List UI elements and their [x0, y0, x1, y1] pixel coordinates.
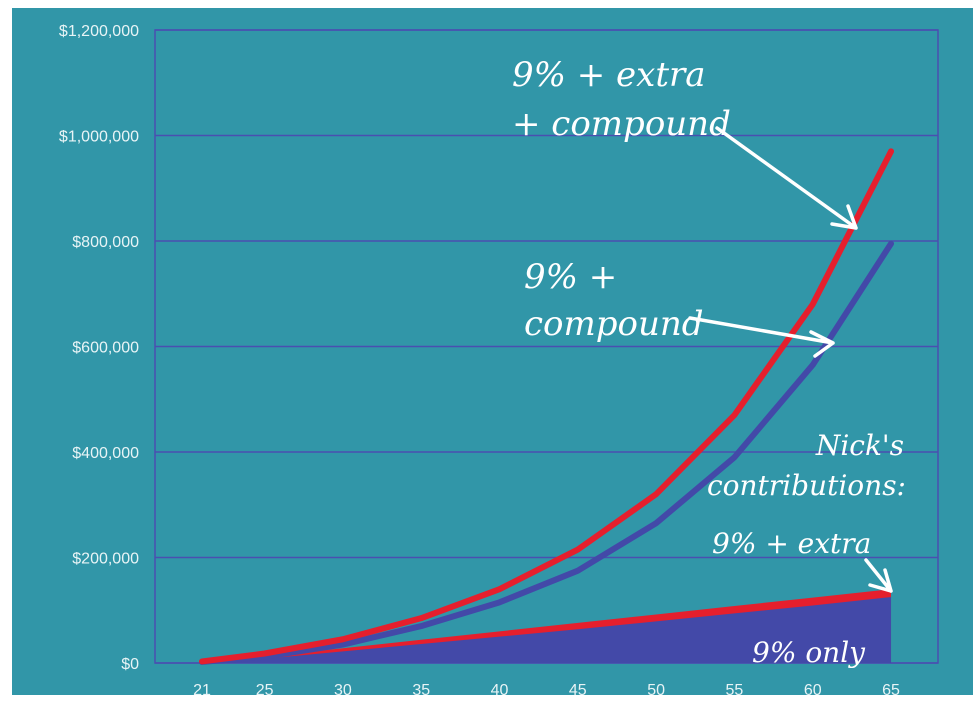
x-tick-label: 55 [726, 682, 744, 699]
annotation-contributions-line1: Nick's [815, 429, 904, 462]
arrow-extra [864, 558, 893, 593]
x-tick-label: 40 [491, 682, 509, 699]
x-tick-label: 50 [647, 682, 665, 699]
y-tick-label: $600,000 [72, 340, 139, 357]
x-tick-label: 21 [193, 682, 211, 699]
arrow-extra-compound [715, 126, 858, 230]
lines [198, 148, 895, 665]
x-axis-ticks: 21 25 30 35 40 45 50 55 60 65 [193, 682, 900, 699]
line-compound [198, 240, 895, 665]
line-extra_compound [198, 148, 895, 665]
annotation-extra-compound-line2: + compound [512, 104, 731, 144]
areas [201, 589, 892, 663]
annotation-extra: 9% + extra [712, 527, 871, 560]
annotation-compound-line2: compound [524, 304, 704, 344]
x-tick-label: 65 [882, 682, 900, 699]
annotation-only: 9% only [752, 636, 866, 669]
y-tick-label: $200,000 [72, 551, 139, 568]
x-tick-label: 60 [804, 682, 822, 699]
x-tick-label: 30 [334, 682, 352, 699]
annotations: 9% + extra + compound 9% + compound Nick… [512, 55, 906, 669]
x-tick-label: 45 [569, 682, 587, 699]
y-tick-label: $800,000 [72, 234, 139, 251]
y-tick-label: $1,200,000 [59, 23, 139, 40]
y-tick-label: $400,000 [72, 445, 139, 462]
annotation-contributions-line2: contributions: [707, 469, 906, 502]
annotation-compound-line1: 9% + [524, 257, 617, 297]
arrow-compound [688, 316, 835, 358]
annotation-extra-compound-line1: 9% + extra [512, 55, 706, 95]
area-base_contrib [201, 597, 892, 663]
y-tick-label: $0 [121, 656, 139, 673]
y-axis-ticks: $0 $200,000 $400,000 $600,000 $800,000 $1,000… [59, 23, 139, 673]
x-tick-label: 25 [256, 682, 274, 699]
grid [154, 29, 939, 664]
x-tick-label: 35 [412, 682, 430, 699]
y-tick-label: $1,000,000 [59, 129, 139, 146]
